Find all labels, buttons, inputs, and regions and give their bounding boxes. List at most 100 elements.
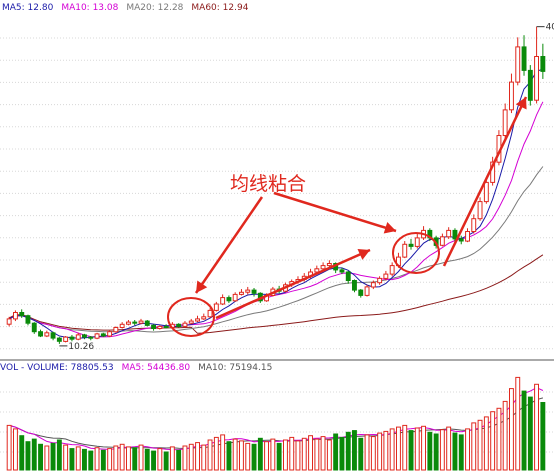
candle-body — [383, 273, 389, 279]
volume-bar — [19, 435, 25, 471]
callout-arrow-right — [273, 191, 397, 233]
candle-body — [251, 289, 257, 294]
price-legend-item: MA60: 12.94 — [191, 3, 248, 13]
volume-bar — [439, 429, 445, 471]
candle-body — [414, 237, 420, 247]
candle-body — [63, 336, 69, 342]
volume-bar — [396, 426, 401, 471]
candle-body — [44, 332, 50, 337]
candle-body — [527, 69, 533, 101]
volume-bar — [239, 440, 244, 471]
candle-body — [69, 336, 75, 340]
candle-body — [144, 320, 150, 326]
volume-bar — [220, 434, 226, 471]
volume-bar — [295, 440, 301, 471]
candle-body — [377, 277, 383, 284]
candle-body — [402, 243, 408, 258]
candle-body — [534, 56, 539, 101]
volume-ma10-line — [8, 397, 544, 449]
volume-bar — [521, 390, 527, 471]
candle-body — [82, 334, 87, 338]
volume-bar — [251, 443, 257, 471]
volume-legend-item: VOL - VOLUME: 78805.53 — [0, 363, 114, 373]
candle-body — [358, 289, 364, 296]
volume-bar — [107, 448, 113, 471]
volume-bar — [25, 441, 31, 471]
candle-body — [232, 293, 238, 302]
low-price-label: 10.26 — [68, 342, 94, 352]
candle-body — [157, 325, 163, 329]
volume-bar — [427, 431, 433, 471]
candle-body — [458, 238, 464, 242]
ma20-line — [8, 166, 544, 333]
volume-bar-series — [6, 376, 546, 471]
volume-bar — [207, 439, 213, 471]
candle-body — [465, 231, 471, 242]
volume-indicator-legend: VOL - VOLUME: 78805.53 MA5: 54436.80 MA10:… — [0, 363, 272, 373]
volume-bar — [13, 428, 18, 471]
volume-bar — [320, 436, 326, 471]
volume-bar — [308, 435, 314, 471]
volume-bar — [276, 442, 282, 471]
candle-body — [452, 229, 458, 240]
volume-legend-item: MA10: 75194.15 — [198, 363, 272, 373]
candle-body — [6, 318, 12, 325]
candle-body — [119, 323, 125, 328]
annotation-overlays: 均线粘合 40.0 10.26 — [59, 23, 554, 352]
candle-body — [38, 331, 43, 337]
volume-bar — [63, 444, 69, 471]
candle-body — [126, 321, 131, 325]
candle-body — [75, 334, 81, 340]
candle-body — [471, 218, 477, 232]
volume-bar — [414, 427, 420, 471]
trend-arrow-right — [442, 96, 528, 267]
volume-bar — [50, 442, 56, 471]
candle-body — [182, 322, 188, 327]
callout-arrow-right-head — [383, 222, 396, 234]
volume-bar — [527, 396, 533, 471]
volume-bar — [176, 449, 182, 471]
volume-bar — [339, 436, 345, 471]
volume-bar — [471, 422, 477, 471]
candle-body — [345, 271, 351, 281]
volume-bar — [44, 445, 50, 471]
volume-bar — [358, 437, 364, 471]
candle-body — [326, 263, 332, 267]
candle-body — [352, 280, 357, 291]
volume-bar — [502, 400, 508, 471]
high-price-label: 40.0 — [546, 23, 554, 33]
volume-bar — [119, 443, 125, 471]
candle-body — [176, 323, 182, 327]
volume-bar — [188, 443, 194, 471]
candle-body — [88, 336, 94, 339]
callout-text: 均线粘合 — [230, 173, 306, 195]
volume-bar — [433, 433, 439, 471]
moving-average-lines — [8, 68, 544, 339]
volume-bar — [6, 424, 12, 471]
candle-body — [107, 331, 113, 337]
candle-body — [515, 46, 521, 83]
volume-bar — [283, 439, 288, 471]
callout-arrow-left-head — [196, 280, 208, 293]
volume-bar — [69, 448, 75, 471]
volume-bar — [345, 431, 351, 471]
candle-body — [19, 312, 25, 317]
volume-bar — [421, 425, 427, 471]
ma5-line — [8, 68, 544, 339]
volume-bar — [452, 432, 458, 471]
candle-body — [201, 316, 207, 320]
volume-bar — [490, 411, 496, 471]
candle-body — [220, 297, 226, 305]
candle-body — [163, 325, 169, 328]
volume-bar — [496, 407, 502, 471]
volume-bar — [157, 448, 163, 471]
candle-body — [364, 286, 370, 296]
volume-bar — [352, 430, 357, 471]
volume-bar — [75, 446, 81, 471]
candle-body — [113, 327, 119, 333]
candle-body — [339, 269, 345, 273]
price-indicator-legend: MA5: 12.80 MA10: 13.08 MA20: 12.28 MA60: 12… — [2, 3, 249, 13]
volume-bar — [100, 449, 106, 471]
volume-bar — [477, 419, 483, 471]
